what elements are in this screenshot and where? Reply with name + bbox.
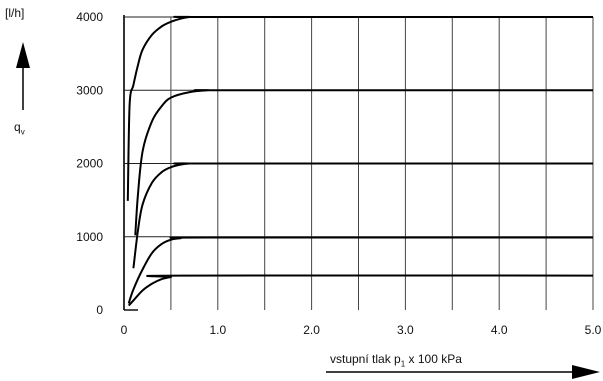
series-curve-5 [126, 15, 593, 201]
x-arrow-head [572, 365, 600, 379]
y-tick-label: 3000 [76, 83, 103, 97]
y-unit-label: [l/h] [5, 6, 25, 20]
x-tick-label: 1.0 [209, 323, 226, 337]
x-tick-label: 0 [121, 323, 128, 337]
x-tick-label: 2.0 [303, 323, 320, 337]
x-tick-label: 3.0 [397, 323, 414, 337]
y-tick-label: 1000 [76, 230, 103, 244]
x-label-suffix: x 100 kPa [405, 352, 462, 366]
series-curve-1 [127, 274, 594, 307]
tick-labels: 0 1000 2000 3000 4000 0 1.0 2.0 3.0 4.0 5.0 [76, 10, 601, 337]
x-axis-label: vstupní tlak p1 x 100 kPa [330, 352, 462, 368]
y-axis-symbol: qv [14, 120, 25, 136]
y-arrow-head [16, 42, 30, 68]
axis-arrows [16, 42, 600, 379]
x-label-subscript: 1 [400, 359, 406, 369]
series-curves [126, 15, 594, 307]
y-tick-label: 2000 [76, 157, 103, 171]
y-tick-label: 0 [96, 303, 103, 317]
series-curve-3 [132, 162, 593, 269]
y-symbol: q [14, 120, 21, 134]
y-tick-label: 4000 [76, 10, 103, 24]
series-curve-4 [134, 89, 593, 236]
series-curve-2 [127, 236, 594, 304]
x-tick-label: 5.0 [585, 323, 602, 337]
x-label-prefix: vstupní tlak p [330, 352, 401, 366]
x-tick-label: 4.0 [491, 323, 508, 337]
y-symbol-subscript: v [20, 127, 25, 137]
